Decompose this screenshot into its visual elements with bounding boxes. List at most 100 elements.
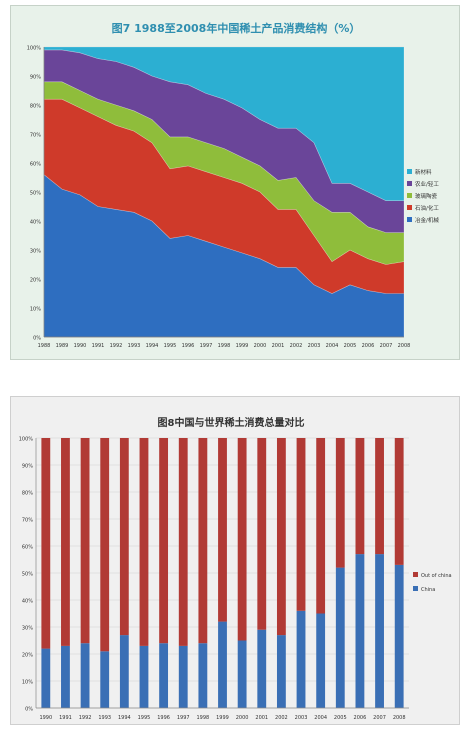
bar-china — [375, 554, 384, 708]
x-tick-label: 1995 — [164, 343, 177, 349]
x-tick-label: 2008 — [398, 343, 411, 349]
x-tick-label: 2004 — [326, 343, 339, 349]
x-tick-label: 1994 — [146, 343, 159, 349]
bar-china — [198, 643, 208, 708]
legend-label: China — [421, 587, 435, 593]
bar-out-of-china — [257, 438, 267, 630]
x-tick-label: 1991 — [59, 715, 72, 721]
x-tick-label: 2000 — [254, 343, 267, 349]
bar-china — [61, 645, 70, 708]
bar-china — [100, 651, 110, 708]
x-tick-label: 2006 — [362, 343, 375, 349]
x-tick-label: 1992 — [110, 343, 123, 349]
x-tick-label: 2003 — [295, 715, 308, 721]
y-tick-label: 70% — [22, 518, 33, 524]
bar-out-of-china — [198, 438, 208, 644]
legend-label: Out of china — [421, 573, 452, 579]
bar-china — [159, 643, 169, 708]
x-tick-label: 1992 — [79, 715, 92, 721]
y-tick-label: 50% — [22, 572, 33, 578]
y-tick-label: 60% — [22, 545, 33, 551]
x-tick-label: 2005 — [344, 343, 357, 349]
x-tick-label: 1993 — [98, 715, 111, 721]
x-tick-label: 2002 — [290, 343, 303, 349]
y-tick-label: 40% — [30, 220, 41, 226]
bar-out-of-china — [61, 438, 70, 646]
legend-label: 冶金/机械 — [415, 216, 439, 224]
x-tick-label: 2006 — [354, 715, 367, 721]
x-tick-label: 1994 — [118, 715, 131, 721]
bar-china — [276, 635, 286, 708]
y-tick-label: 20% — [30, 278, 41, 284]
bar-china — [316, 613, 326, 708]
bar-china — [296, 610, 306, 708]
y-tick-label: 50% — [30, 191, 41, 197]
bar-out-of-china — [355, 438, 365, 555]
area-4 — [43, 46, 405, 201]
x-tick-label: 1999 — [216, 715, 229, 721]
bar-china — [41, 648, 51, 708]
y-tick-label: 20% — [22, 653, 33, 659]
bar-out-of-china — [159, 438, 169, 644]
bar-china — [218, 621, 227, 708]
legend-swatch — [413, 572, 418, 577]
x-tick-label: 2002 — [275, 715, 288, 721]
x-tick-label: 1998 — [218, 343, 231, 349]
legend-swatch — [407, 181, 412, 186]
bar-out-of-china — [237, 438, 247, 641]
bar-out-of-china — [335, 438, 345, 568]
china-world-comparison-chart: 图8中国与世界稀土消费总量对比 0% 10% 20% 30% 40% 50% 60% 70% 8… — [10, 396, 460, 725]
legend-label: 新材料 — [415, 168, 432, 176]
legend-label: 玻璃陶瓷 — [415, 192, 438, 200]
bar-chart-title: 图8中国与世界稀土消费总量对比 — [158, 416, 305, 429]
legend-swatch — [413, 586, 418, 591]
bar-china — [237, 640, 247, 708]
bar-out-of-china — [316, 438, 326, 614]
bar-chart-svg: 图8中国与世界稀土消费总量对比 0% 10% 20% 30% 40% 50% 60% 70% 8… — [19, 416, 452, 721]
bar-out-of-china — [41, 438, 51, 649]
y-tick-label: 90% — [30, 75, 41, 81]
x-tick-label: 1999 — [236, 343, 249, 349]
x-tick-label: 1997 — [200, 343, 213, 349]
x-tick-label: 1995 — [138, 715, 151, 721]
bar-china — [355, 554, 365, 708]
area-chart-svg: 图7 1988至2008年中国稀土产品消费结构（%） 0% 10% 20% 30% 40… — [27, 21, 440, 349]
y-tick-label: 100% — [27, 46, 42, 52]
x-tick-label: 1988 — [38, 343, 51, 349]
consumption-structure-chart: 图7 1988至2008年中国稀土产品消费结构（%） 0% 10% 20% 30% 40… — [10, 5, 460, 360]
y-tick-label: 30% — [22, 626, 33, 632]
x-tick-label: 1989 — [56, 343, 69, 349]
bar-china — [257, 629, 267, 708]
x-tick-label: 1991 — [92, 343, 105, 349]
bar-out-of-china — [296, 438, 306, 611]
bar-out-of-china — [80, 438, 90, 644]
x-tick-label: 1990 — [39, 715, 52, 721]
y-tick-label: 10% — [30, 307, 41, 313]
bar-china — [394, 564, 404, 708]
y-tick-label: 0% — [33, 336, 41, 342]
legend-swatch — [407, 217, 412, 222]
y-tick-label: 70% — [30, 133, 41, 139]
bar-out-of-china — [394, 438, 404, 565]
bar-out-of-china — [178, 438, 188, 646]
bar-china — [80, 643, 90, 708]
bar-china — [139, 645, 149, 708]
bar-china — [178, 645, 188, 708]
x-tick-label: 2007 — [380, 343, 393, 349]
y-tick-label: 30% — [30, 249, 41, 255]
x-tick-label: 2000 — [236, 715, 249, 721]
bar-out-of-china — [276, 438, 286, 636]
x-tick-label: 2001 — [272, 343, 285, 349]
y-tick-label: 40% — [22, 599, 33, 605]
bar-out-of-china — [375, 438, 384, 555]
legend-label: 农业/轻工 — [415, 180, 439, 188]
legend-label: 石油/化工 — [415, 204, 439, 212]
x-tick-label: 1998 — [197, 715, 210, 721]
x-tick-label: 2007 — [373, 715, 386, 721]
legend-swatch — [407, 193, 412, 198]
area-chart-title: 图7 1988至2008年中国稀土产品消费结构（%） — [112, 21, 361, 35]
y-tick-label: 60% — [30, 162, 41, 168]
y-tick-label: 80% — [22, 491, 33, 497]
x-tick-label: 1996 — [182, 343, 195, 349]
x-tick-label: 1996 — [157, 715, 170, 721]
